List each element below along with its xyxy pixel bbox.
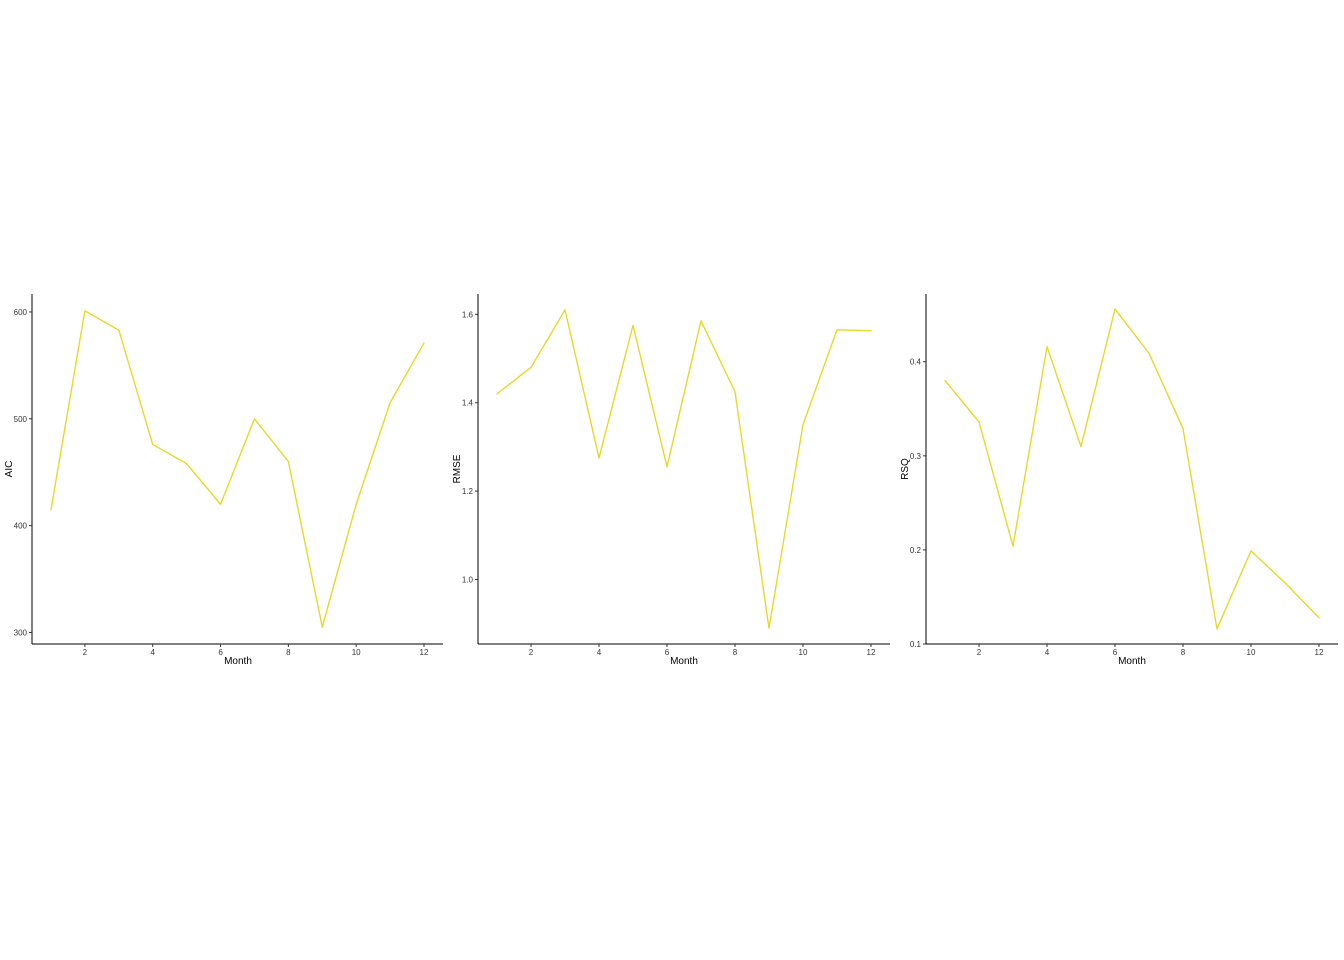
panel-1: 2 4 6 8 10 12 300 400 500 600 Month AIC: [4, 294, 443, 667]
series-line-aic: [50, 310, 425, 628]
x-tick-label: 2: [83, 648, 88, 657]
series-line-rsq: [944, 308, 1320, 630]
y-tick-label: 600: [14, 308, 28, 317]
y-axis-title: AIC: [4, 461, 15, 478]
y-axis-title: RMSE: [452, 454, 463, 483]
x-tick-label: 12: [420, 648, 429, 657]
panel-3: 2 4 6 8 10 12 0.1 0.2 0.3 0.4 Month RSQ: [900, 294, 1338, 667]
x-tick-label: 4: [1045, 648, 1050, 657]
y-tick-label: 1.6: [462, 310, 474, 319]
x-tick-label: 6: [218, 648, 223, 657]
x-tick-label: 2: [977, 648, 982, 657]
y-tick-label: 0.3: [910, 452, 922, 461]
series-line-rmse: [496, 309, 872, 629]
x-tick-label: 8: [1181, 648, 1186, 657]
x-tick-label: 10: [352, 648, 361, 657]
x-axis-title: Month: [670, 656, 698, 667]
y-axis-title: RSQ: [900, 458, 911, 480]
x-tick-label: 2: [529, 648, 534, 657]
x-tick-label: 6: [665, 648, 670, 657]
x-tick-label: 10: [1247, 648, 1256, 657]
y-tick-label: 1.4: [462, 399, 474, 408]
panel-2: 2 4 6 8 10 12 1.0 1.2 1.4 1.6 Month RMSE: [452, 294, 890, 667]
x-tick-label: 8: [286, 648, 291, 657]
x-tick-label: 6: [1113, 648, 1118, 657]
x-axis-title: Month: [224, 656, 252, 667]
y-tick-label: 0.1: [910, 640, 922, 649]
y-tick-label: 300: [14, 628, 28, 637]
y-tick-label: 400: [14, 522, 28, 531]
y-tick-label: 0.4: [910, 358, 922, 367]
x-tick-label: 4: [597, 648, 602, 657]
x-axis-title: Month: [1118, 656, 1146, 667]
x-tick-label: 12: [1315, 648, 1324, 657]
x-tick-label: 8: [733, 648, 738, 657]
x-tick-label: 10: [799, 648, 808, 657]
y-tick-label: 0.2: [910, 546, 922, 555]
y-tick-label: 1.0: [462, 575, 474, 584]
y-tick-label: 1.2: [462, 487, 474, 496]
y-tick-label: 500: [14, 415, 28, 424]
x-tick-label: 4: [150, 648, 155, 657]
x-tick-label: 12: [867, 648, 876, 657]
